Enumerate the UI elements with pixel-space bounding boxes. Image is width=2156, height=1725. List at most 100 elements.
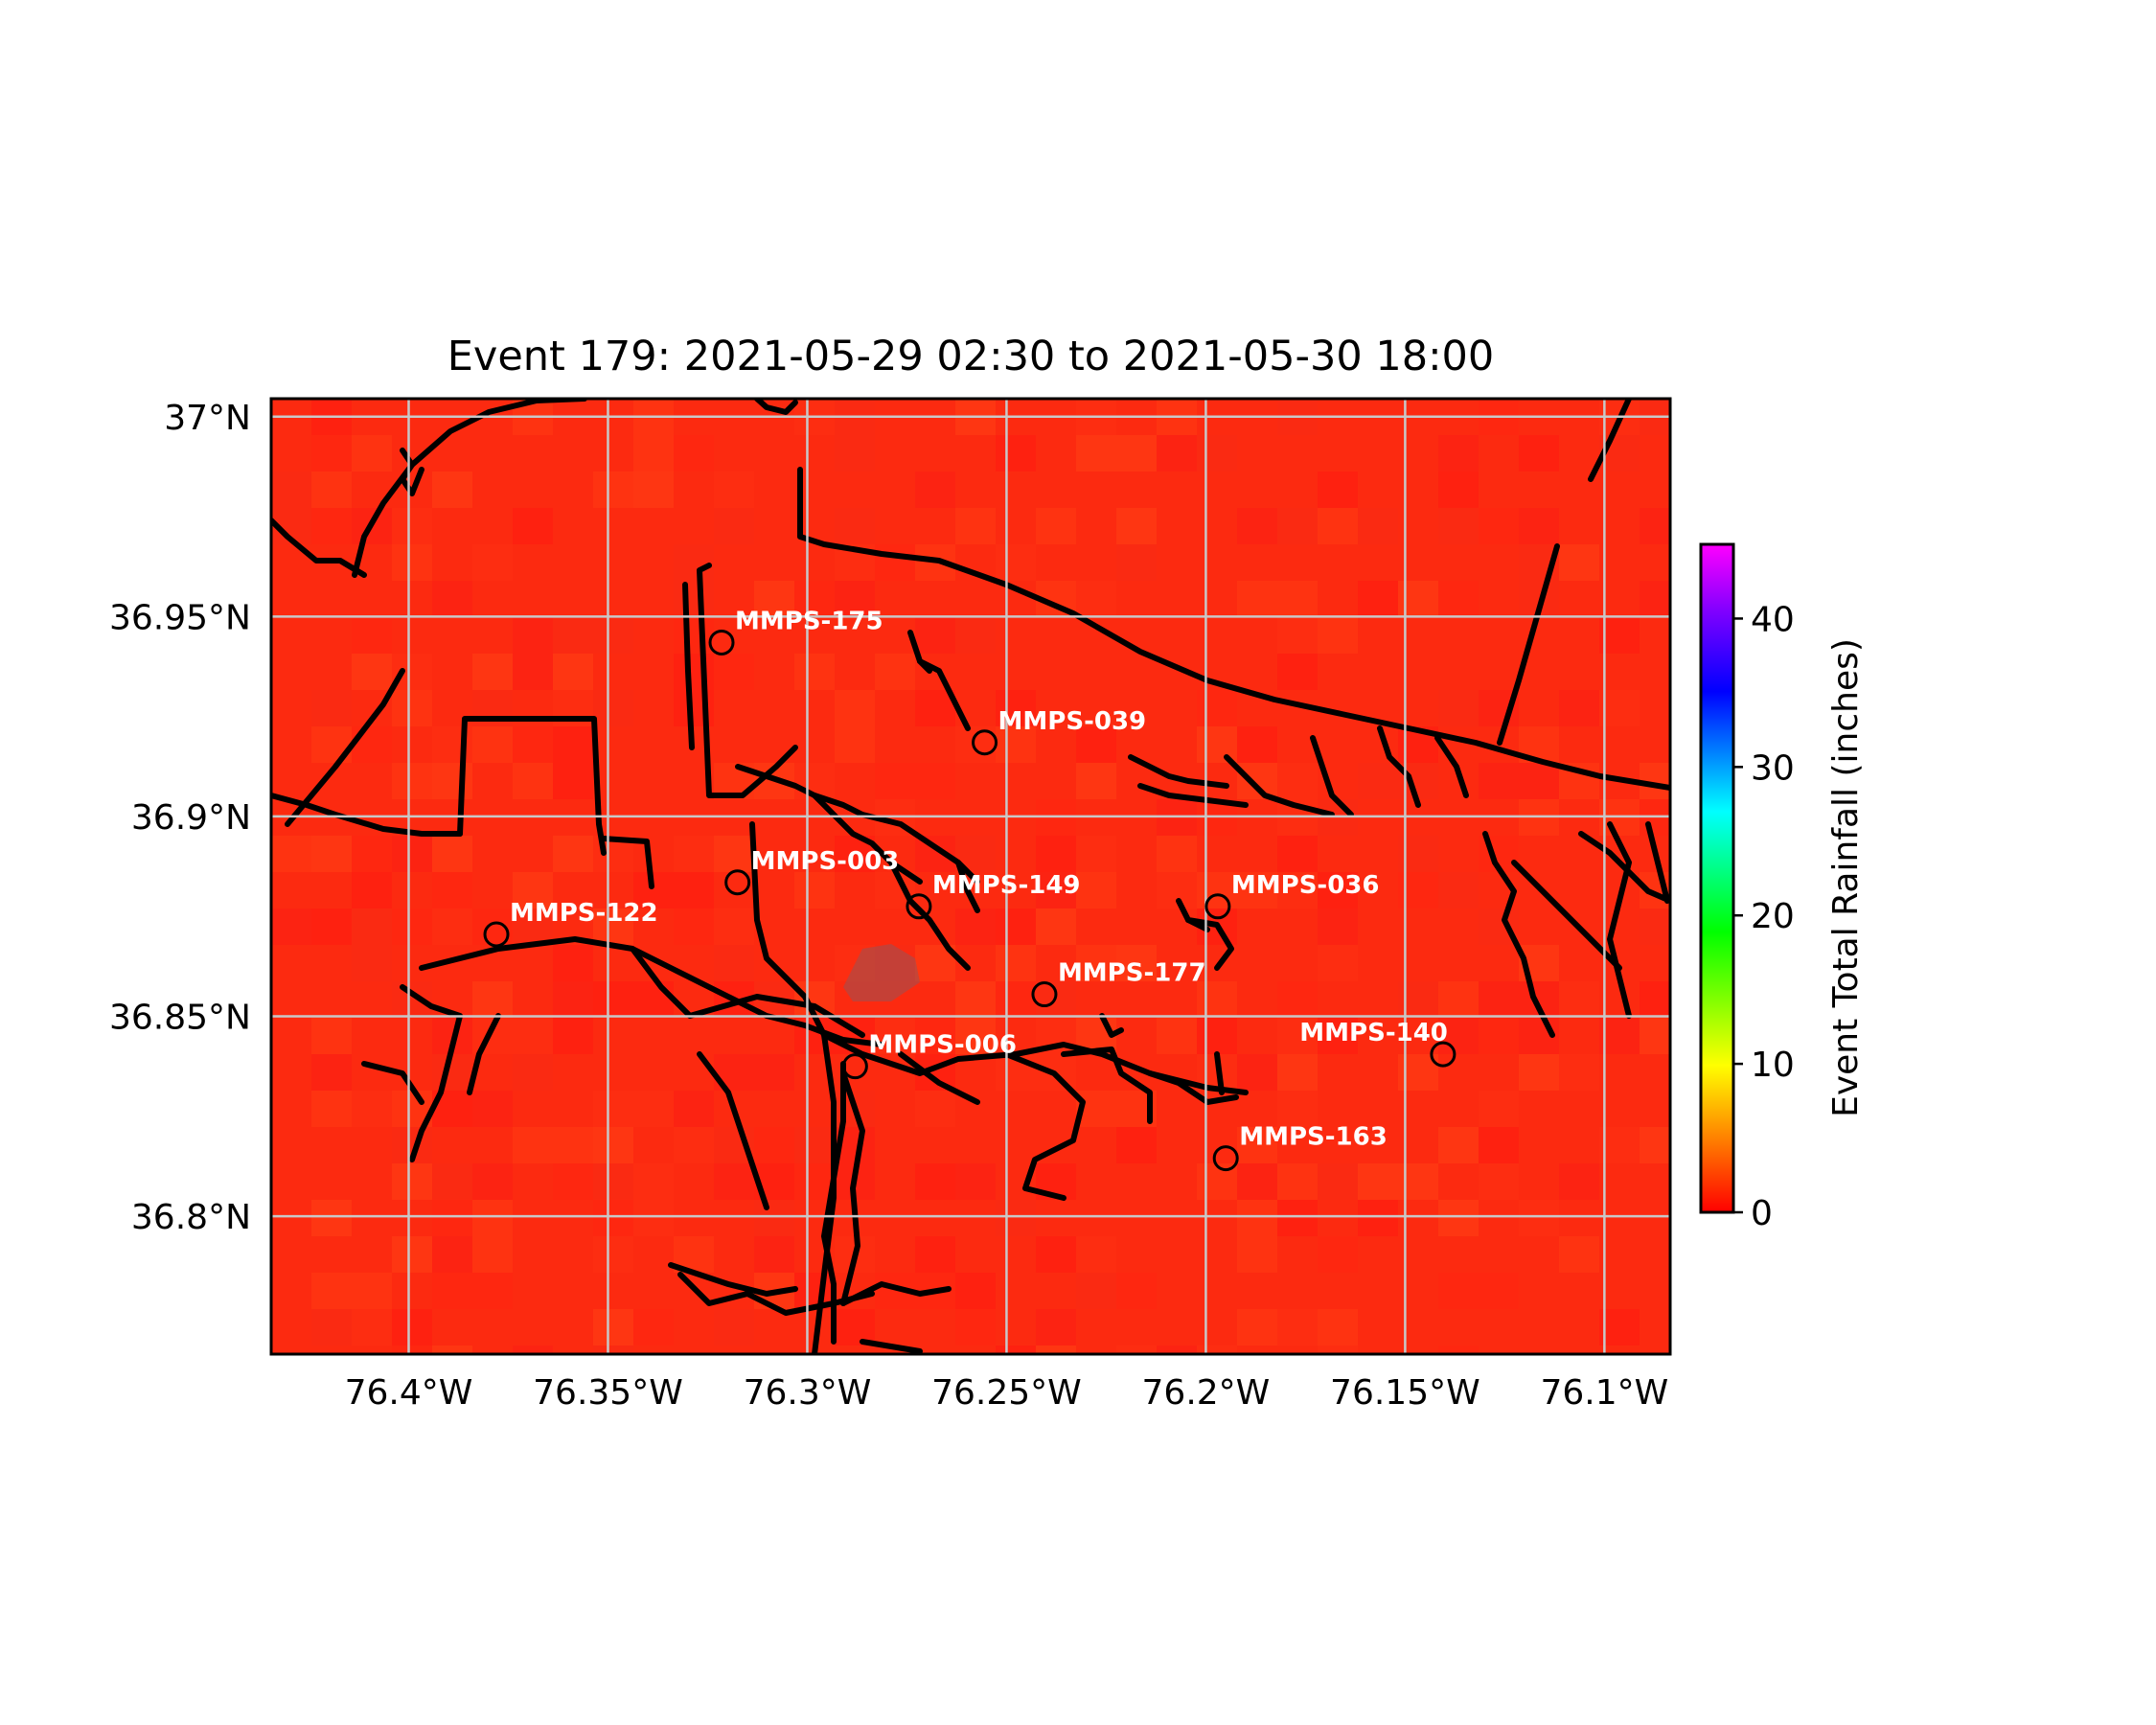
rainfall-cell	[1036, 836, 1076, 872]
station-marker[interactable]	[1031, 981, 1058, 1008]
rainfall-cell	[674, 836, 714, 872]
rainfall-cell	[432, 1273, 472, 1309]
rainfall-cell	[1519, 435, 1559, 472]
rainfall-cell	[1479, 1273, 1519, 1309]
station-marker[interactable]	[1212, 1145, 1239, 1172]
rainfall-cell	[754, 581, 794, 617]
rainfall-cell	[513, 763, 553, 799]
rainfall-cell	[1599, 1309, 1640, 1346]
rainfall-cell	[1640, 581, 1670, 617]
rainfall-cell	[352, 872, 392, 908]
rainfall-cell	[311, 908, 352, 945]
rainfall-cell	[1318, 1018, 1358, 1054]
rainfall-cell	[1519, 1054, 1559, 1091]
rainfall-cell	[794, 581, 835, 617]
rainfall-cell	[472, 1236, 513, 1273]
station-marker[interactable]	[906, 893, 932, 920]
rainfall-cell	[714, 1309, 754, 1346]
station-marker[interactable]	[724, 869, 751, 896]
rainfall-cell	[432, 836, 472, 872]
rainfall-cell	[1438, 1018, 1479, 1054]
colorbar: 0 10 20 30 40 Event Total Rainfall (inches)	[1699, 542, 1866, 1233]
rainfall-cell	[352, 836, 392, 872]
rainfall-cell	[915, 1091, 955, 1127]
map-frame	[269, 397, 1672, 1356]
rainfall-cell	[1438, 1273, 1479, 1309]
colorbar-tick-label: 40	[1751, 600, 1795, 639]
rainfall-cell	[513, 617, 553, 654]
rainfall-cell	[633, 1309, 674, 1346]
station-marker[interactable]	[708, 629, 735, 656]
rainfall-cell	[714, 945, 754, 981]
rainfall-cell	[1197, 1346, 1237, 1354]
rainfall-cell	[996, 690, 1036, 726]
rainfall-cell	[1277, 763, 1318, 799]
station-marker[interactable]	[1430, 1041, 1456, 1068]
rainfall-cell	[1237, 872, 1277, 908]
rainfall-cell	[1116, 1127, 1157, 1163]
rainfall-cell	[311, 1018, 352, 1054]
rainfall-cell	[1197, 690, 1237, 726]
rainfall-cell	[1277, 981, 1318, 1018]
rainfall-cell	[392, 690, 432, 726]
rainfall-cell	[1479, 981, 1519, 1018]
station-label: MMPS-006	[868, 1031, 1017, 1060]
rainfall-cell	[593, 472, 633, 508]
rainfall-cell	[392, 1163, 432, 1200]
rainfall-cell	[915, 1236, 955, 1273]
rainfall-cell	[674, 435, 714, 472]
rainfall-cell	[1358, 581, 1398, 617]
rainfall-cell	[593, 1091, 633, 1127]
rainfall-cell	[754, 1127, 794, 1163]
rainfall-cell	[553, 836, 593, 872]
station-marker[interactable]	[483, 921, 510, 948]
rainfall-cell	[714, 508, 754, 544]
rainfall-cell	[513, 908, 553, 945]
rainfall-cell	[1438, 435, 1479, 472]
rainfall-cell	[593, 690, 633, 726]
rainfall-cell	[1559, 1163, 1599, 1200]
rainfall-cell	[1237, 763, 1277, 799]
rainfall-cell	[955, 1018, 996, 1054]
rainfall-cell	[271, 908, 311, 945]
rainfall-cell	[955, 1163, 996, 1200]
rainfall-cell	[915, 617, 955, 654]
station-marker[interactable]	[1204, 893, 1231, 920]
rainfall-cell	[1438, 1127, 1479, 1163]
rainfall-cell	[633, 1091, 674, 1127]
rainfall-cell	[1116, 1346, 1157, 1354]
rainfall-cell	[392, 1346, 432, 1354]
station-marker[interactable]	[841, 1053, 868, 1080]
station-markers: MMPS-175 MMPS-039 MMPS-003 MMPS-149 MMPS-036…	[483, 607, 1456, 1172]
rainfall-cell	[1277, 1200, 1318, 1236]
rainfall-cell	[714, 472, 754, 508]
station-label: MMPS-149	[932, 871, 1081, 900]
rainfall-cell	[432, 1346, 472, 1354]
rainfall-cell	[754, 1200, 794, 1236]
rainfall-cell	[1438, 872, 1479, 908]
rainfall-cell	[1479, 763, 1519, 799]
rainfall-cell	[1116, 1273, 1157, 1309]
rainfall-cell	[996, 544, 1036, 581]
rainfall-cell	[352, 1091, 392, 1127]
rainfall-cell	[593, 908, 633, 945]
rainfall-cell	[875, 544, 915, 581]
rainfall-cell	[1358, 763, 1398, 799]
rainfall-cell	[1519, 763, 1559, 799]
lon-tick-label: 76.25°W	[931, 1373, 1082, 1413]
rainfall-cell	[1479, 1163, 1519, 1200]
rainfall-cell	[996, 981, 1036, 1018]
rainfall-cell	[1640, 508, 1670, 544]
rainfall-cell	[311, 1054, 352, 1091]
rainfall-cell	[1479, 508, 1519, 544]
rainfall-cell	[593, 1200, 633, 1236]
rainfall-cell	[996, 726, 1036, 763]
rainfall-cell	[553, 726, 593, 763]
inland-water-patch	[843, 944, 920, 1001]
rainfall-cell	[311, 472, 352, 508]
station-marker[interactable]	[972, 729, 998, 756]
colorbar-tick-label: 0	[1751, 1194, 1773, 1233]
rainfall-cell	[1640, 908, 1670, 945]
rainfall-cell	[1197, 435, 1237, 472]
rainfall-cell	[1157, 836, 1197, 872]
